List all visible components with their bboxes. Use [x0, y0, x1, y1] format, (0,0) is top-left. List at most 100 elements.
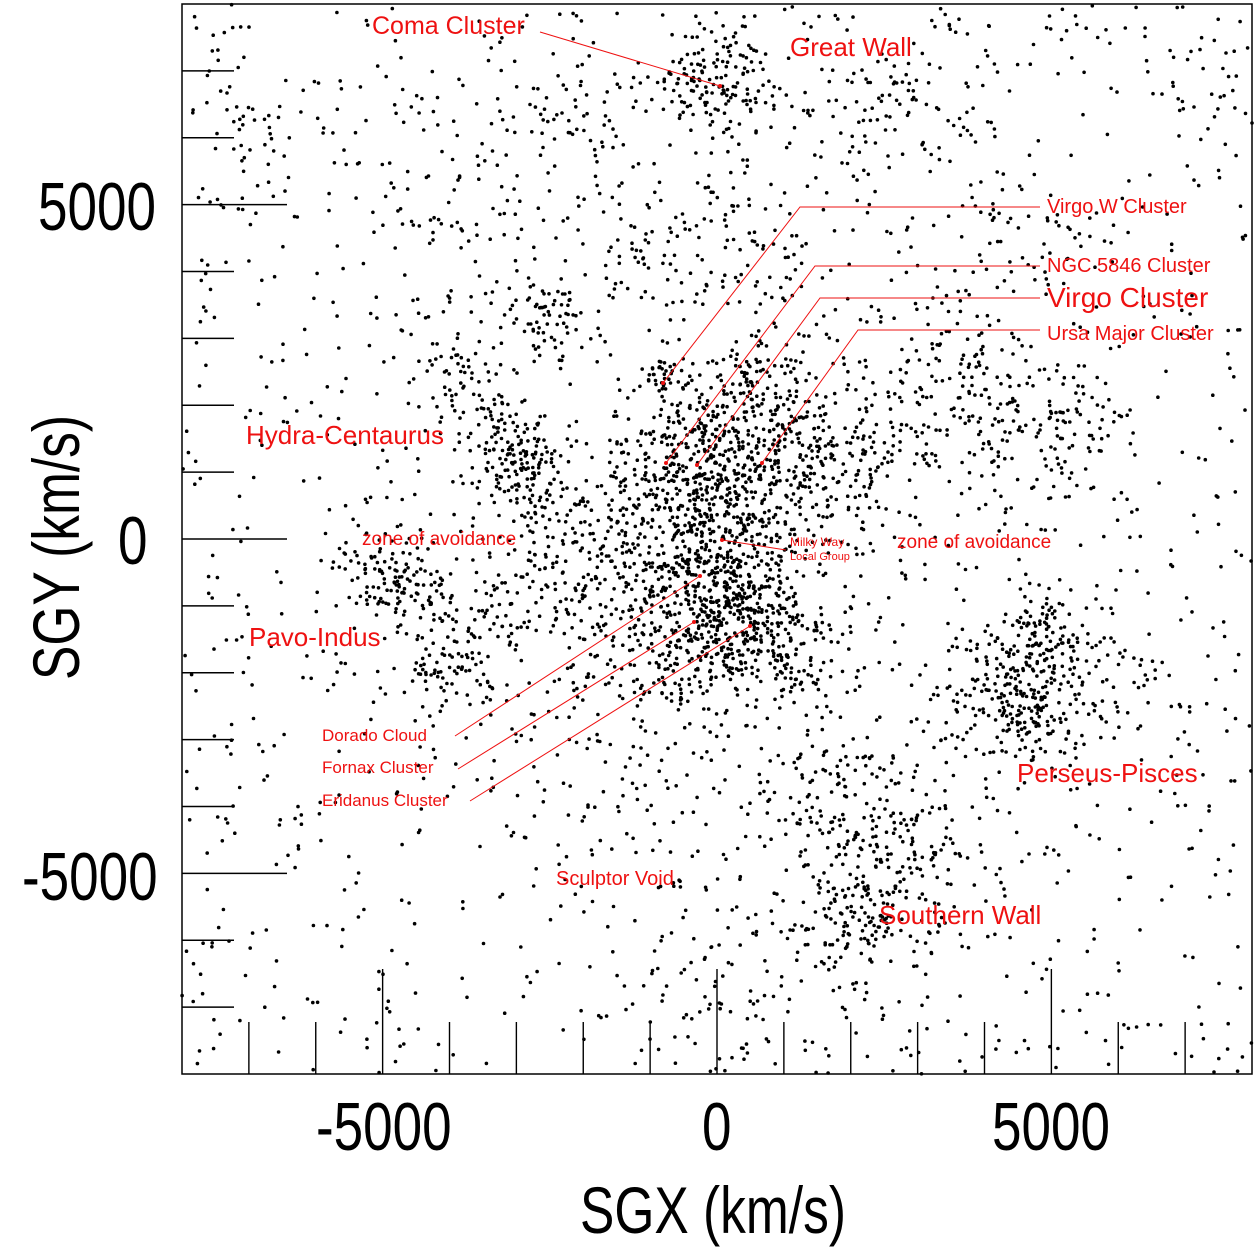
galaxy-point: [927, 62, 932, 66]
galaxy-point: [692, 51, 697, 56]
galaxy-point: [959, 491, 964, 496]
galaxy-point: [563, 520, 568, 524]
galaxy-point: [539, 587, 544, 592]
galaxy-point: [674, 531, 679, 535]
galaxy-point: [685, 104, 690, 109]
galaxy-point: [759, 634, 763, 638]
galaxy-point: [325, 433, 330, 437]
galaxy-point: [666, 239, 670, 244]
galaxy-point: [659, 604, 663, 609]
galaxy-point: [497, 602, 502, 607]
galaxy-point: [607, 460, 612, 465]
galaxy-point: [709, 515, 714, 520]
galaxy-point: [421, 667, 425, 672]
galaxy-point: [785, 653, 790, 657]
galaxy-point: [640, 477, 644, 481]
galaxy-point: [729, 497, 733, 502]
galaxy-point: [759, 559, 764, 563]
galaxy-point: [818, 437, 822, 441]
galaxy-point: [536, 345, 541, 349]
galaxy-point: [613, 565, 617, 569]
galaxy-point: [1011, 335, 1016, 340]
galaxy-point: [752, 462, 757, 467]
galaxy-point: [1076, 384, 1080, 388]
galaxy-point: [1056, 462, 1061, 466]
galaxy-point: [523, 422, 528, 427]
galaxy-point: [718, 1006, 722, 1011]
galaxy-point: [752, 239, 757, 244]
galaxy-point: [756, 610, 761, 614]
galaxy-point: [785, 510, 789, 515]
galaxy-point: [807, 334, 811, 338]
galaxy-point: [576, 582, 581, 586]
galaxy-point: [619, 616, 623, 621]
galaxy-point: [690, 1017, 694, 1021]
galaxy-point: [488, 237, 493, 241]
galaxy-point: [797, 332, 801, 336]
galaxy-point: [539, 457, 544, 462]
galaxy-point: [478, 682, 483, 687]
galaxy-point: [858, 421, 863, 425]
galaxy-point: [469, 632, 474, 636]
galaxy-point: [487, 379, 491, 383]
galaxy-point: [762, 443, 766, 448]
galaxy-point: [407, 536, 412, 541]
galaxy-point: [821, 404, 825, 408]
galaxy-point: [1090, 645, 1094, 650]
galaxy-point: [283, 395, 287, 400]
galaxy-point: [653, 475, 657, 480]
galaxy-point: [605, 90, 609, 94]
galaxy-point: [860, 895, 864, 899]
galaxy-point: [754, 357, 758, 362]
galaxy-point: [469, 295, 473, 299]
galaxy-point: [657, 359, 662, 364]
galaxy-point: [1019, 711, 1023, 715]
galaxy-point: [691, 491, 696, 496]
galaxy-point: [730, 962, 734, 967]
galaxy-point: [695, 619, 699, 624]
galaxy-point: [837, 818, 842, 822]
galaxy-point: [907, 478, 912, 483]
galaxy-point: [985, 662, 990, 667]
galaxy-point: [1003, 456, 1007, 461]
galaxy-point: [807, 485, 812, 490]
galaxy-point: [1015, 619, 1020, 623]
galaxy-point: [689, 456, 694, 461]
galaxy-point: [773, 412, 777, 417]
galaxy-point: [560, 111, 564, 115]
galaxy-point: [682, 220, 687, 225]
galaxy-point: [1044, 602, 1049, 606]
galaxy-point: [658, 884, 663, 889]
galaxy-point: [736, 417, 740, 421]
galaxy-point: [468, 702, 472, 707]
galaxy-point: [738, 391, 743, 396]
galaxy-point: [709, 270, 713, 275]
galaxy-point: [771, 636, 776, 640]
galaxy-point: [579, 618, 583, 623]
galaxy-point: [646, 379, 651, 383]
galaxy-point: [660, 691, 664, 696]
galaxy-point: [823, 769, 828, 773]
galaxy-point: [811, 108, 815, 113]
galaxy-point: [681, 915, 685, 920]
galaxy-point: [834, 497, 839, 502]
galaxy-point: [1123, 648, 1127, 653]
galaxy-point: [834, 892, 839, 897]
galaxy-point: [737, 609, 742, 613]
galaxy-point: [1179, 618, 1183, 622]
galaxy-point: [741, 512, 745, 516]
galaxy-point: [815, 483, 820, 487]
galaxy-point: [1005, 672, 1010, 676]
galaxy-point: [1050, 766, 1054, 771]
galaxy-point: [630, 647, 635, 652]
galaxy-point: [709, 470, 714, 474]
galaxy-point: [909, 1053, 913, 1058]
galaxy-point: [837, 985, 842, 990]
galaxy-point: [778, 581, 783, 585]
galaxy-point: [570, 598, 574, 602]
galaxy-point: [1027, 655, 1032, 660]
galaxy-point: [491, 584, 496, 588]
galaxy-point: [730, 203, 734, 208]
galaxy-point: [617, 184, 621, 188]
galaxy-point: [744, 596, 749, 601]
